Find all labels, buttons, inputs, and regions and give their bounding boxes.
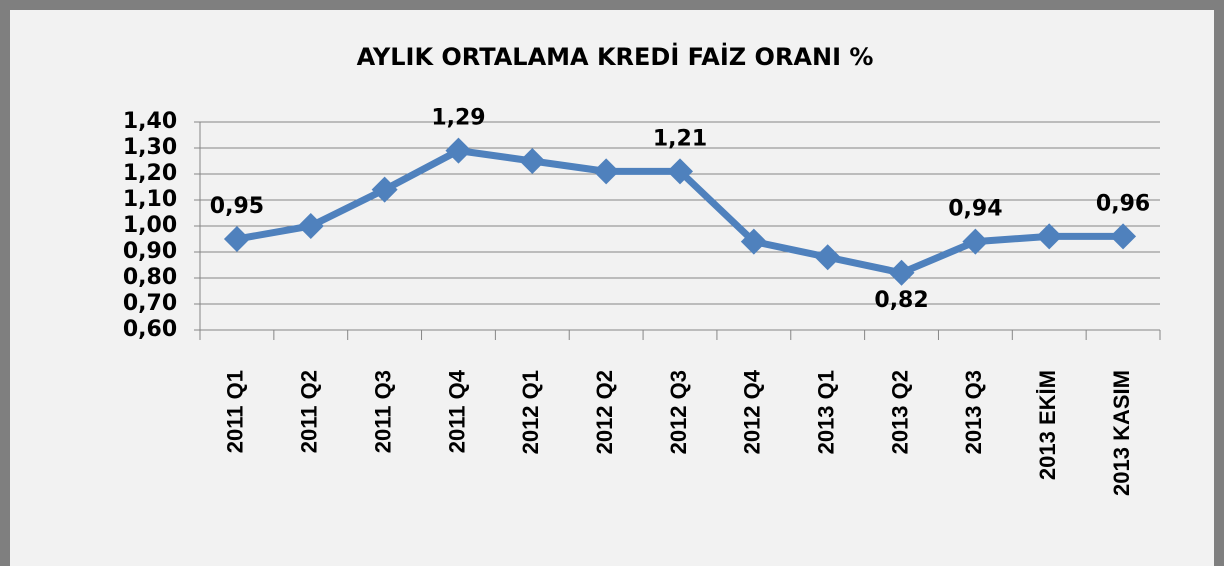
data-point: [667, 158, 693, 185]
y-tick-label: 1,10: [123, 187, 177, 212]
x-tick-label: 2011 Q1: [223, 370, 248, 453]
y-tick-label: 1,30: [123, 135, 177, 160]
data-point: [888, 259, 915, 286]
data-point: [519, 148, 546, 174]
data-point: [593, 158, 620, 185]
y-tick-label: 1,00: [123, 213, 177, 238]
y-tick-label: 1,20: [123, 161, 177, 186]
data-point: [445, 137, 472, 164]
y-tick-label: 1,40: [123, 109, 177, 134]
data-label: 0,94: [948, 197, 1002, 222]
data-point: [297, 213, 324, 239]
chart-title: AYLIK ORTALAMA KREDİ FAİZ ORANI %: [357, 42, 874, 71]
y-tick-label: 0,90: [123, 239, 177, 264]
data-point: [962, 228, 989, 255]
x-tick-label: 2013 KASIM: [1109, 370, 1134, 496]
data-point: [1110, 223, 1137, 250]
data-point: [223, 226, 250, 252]
data-point: [371, 176, 398, 203]
y-tick-label: 0,80: [123, 265, 177, 290]
data-point: [1036, 223, 1063, 250]
data-label: 0,96: [1096, 191, 1150, 216]
y-tick-label: 0,60: [123, 317, 177, 342]
x-tick-label: 2012 Q2: [592, 370, 617, 454]
data-label: 0,82: [874, 288, 928, 313]
x-tick-label: 2012 Q1: [518, 370, 543, 454]
x-tick-label: 2012 Q3: [666, 370, 691, 454]
data-point: [814, 244, 841, 271]
data-point: [740, 228, 767, 255]
x-tick-label: 2011 Q4: [444, 369, 469, 453]
x-tick-label: 2013 Q3: [961, 370, 986, 454]
data-label: 0,95: [210, 194, 264, 219]
x-tick-label: 2013 Q1: [814, 370, 839, 454]
x-tick-label: 2013 Q2: [887, 370, 912, 454]
x-tick-label: 2011 Q2: [297, 370, 322, 453]
data-label: 1,29: [431, 106, 485, 131]
x-tick-label: 2011 Q3: [370, 370, 395, 453]
x-tick-label: 2012 Q4: [740, 369, 765, 454]
y-tick-label: 0,70: [123, 291, 177, 316]
data-label: 1,21: [653, 126, 707, 151]
x-tick-label: 2013 EKİM: [1035, 370, 1060, 480]
